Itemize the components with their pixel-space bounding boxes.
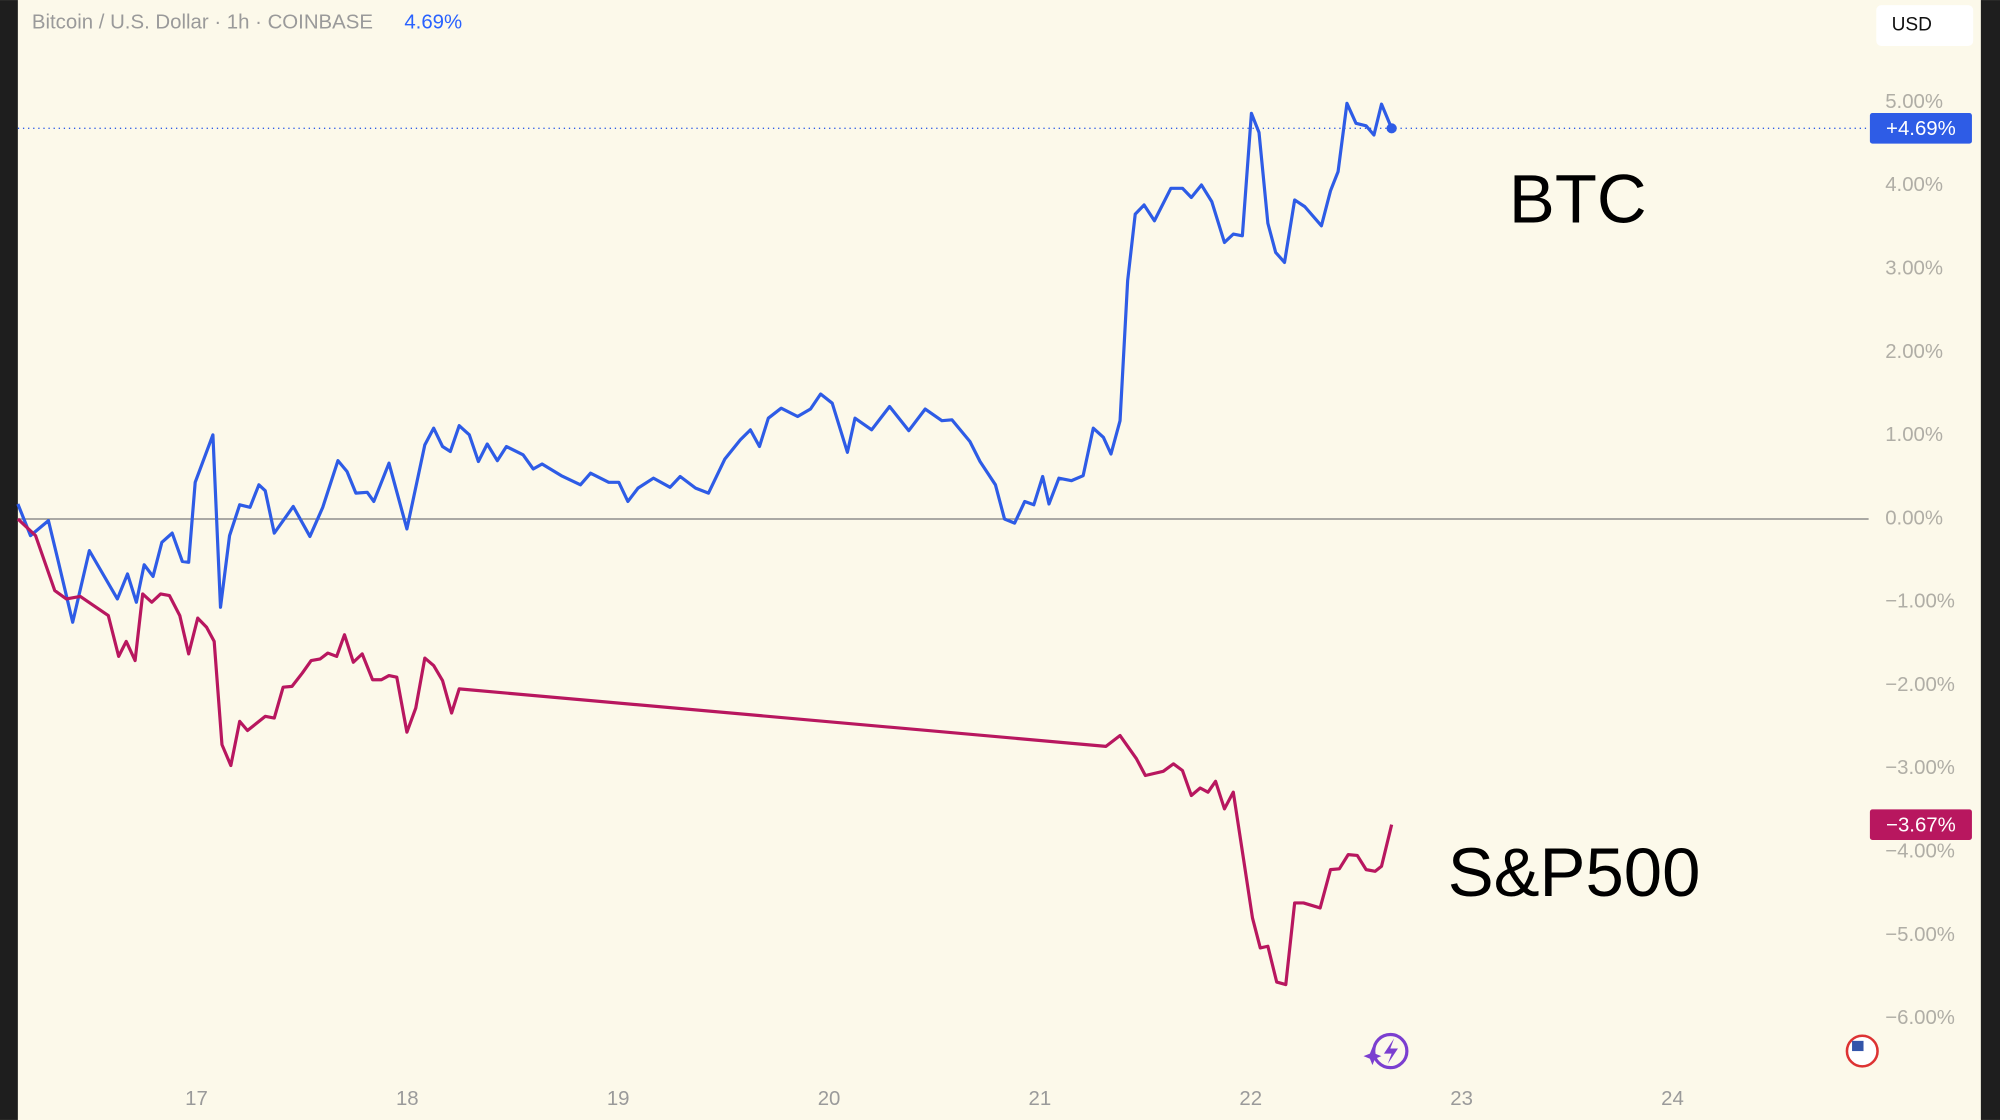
x-tick-label: 20 <box>818 1088 841 1110</box>
y-tick-label: 2.00% <box>1885 341 1943 363</box>
symbol-title: Bitcoin / U.S. Dollar · 1h · COINBASE <box>32 11 373 33</box>
currency-label[interactable]: USD <box>1892 15 1932 36</box>
x-tick-label: 19 <box>607 1088 630 1110</box>
y-tick-label: −2.00% <box>1885 674 1955 696</box>
series-line <box>16 101 1394 624</box>
lightning-icon[interactable] <box>1363 1032 1409 1070</box>
x-tick-label: 21 <box>1029 1088 1052 1110</box>
y-tick-label: −4.00% <box>1885 841 1955 863</box>
end-label-box <box>1869 113 1972 144</box>
y-tick-label: −1.00% <box>1885 591 1955 613</box>
y-tick-label: 5.00% <box>1885 91 1943 113</box>
y-tick-label: 3.00% <box>1885 257 1943 279</box>
y-tick-label: −5.00% <box>1885 924 1955 946</box>
change-label: 4.69% <box>404 11 462 33</box>
y-tick-label: 0.00% <box>1885 507 1943 529</box>
x-tick-label: 22 <box>1239 1088 1262 1110</box>
series-label: BTC <box>1509 160 1647 237</box>
y-tick-label: 4.00% <box>1885 174 1943 196</box>
end-label-box <box>1869 809 1972 840</box>
end-label: −3.67% <box>1886 814 1956 836</box>
series-line <box>16 517 1394 987</box>
flag-icon[interactable] <box>1845 1034 1879 1068</box>
last-point <box>1386 123 1397 134</box>
x-tick-label: 23 <box>1450 1088 1473 1110</box>
end-label: +4.69% <box>1886 118 1956 140</box>
series-label: S&P500 <box>1448 834 1701 911</box>
y-tick-label: −3.00% <box>1885 757 1955 779</box>
currency-button[interactable] <box>1876 5 1974 46</box>
left-bezel <box>0 0 18 1120</box>
x-tick-label: 17 <box>185 1088 208 1110</box>
x-tick-label: 18 <box>396 1088 419 1110</box>
y-tick-label: 1.00% <box>1885 424 1943 446</box>
y-tick-label: −6.00% <box>1885 1007 1955 1029</box>
right-bezel <box>1980 0 2000 1120</box>
x-tick-label: 24 <box>1661 1088 1684 1110</box>
